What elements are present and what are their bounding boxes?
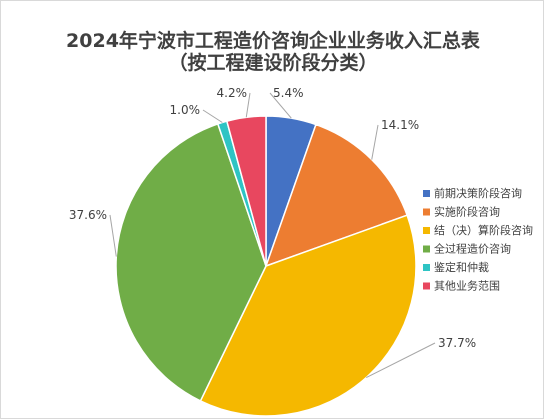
leader-line-4	[109, 214, 117, 257]
chart-subtitle: （按工程建设阶段分类）	[168, 51, 377, 74]
data-label-5: 1.0%	[170, 103, 201, 117]
legend-swatch-6	[423, 282, 430, 290]
legend-swatch-4	[423, 245, 430, 253]
pie-slice-6	[225, 115, 267, 267]
leader-line-3	[366, 342, 436, 379]
legend-swatch-5	[423, 264, 430, 271]
legend: 前期决策阶段咨询实施阶段咨询结（决）算阶段咨询全过程造价咨询鉴定和仲裁其他业务范…	[423, 186, 533, 293]
legend-label-5: 鉴定和仲裁	[434, 260, 489, 274]
leader-line-5	[202, 109, 223, 123]
leader-line-6	[245, 92, 251, 118]
data-label-4: 37.6%	[69, 208, 107, 222]
legend-swatch-3	[423, 227, 430, 234]
chart-title: 2024年宁波市工程造价咨询企业业务收入汇总表	[66, 29, 481, 52]
data-label-2: 14.1%	[381, 118, 419, 132]
data-label-1: 5.4%	[273, 86, 304, 100]
legend-label-6: 其他业务范围	[434, 279, 500, 293]
data-label-6: 4.2%	[217, 86, 248, 100]
legend-label-1: 前期决策阶段咨询	[434, 186, 522, 200]
leader-line-1	[269, 92, 292, 119]
pie-slice-3	[199, 214, 417, 417]
legend-swatch-2	[423, 208, 430, 216]
leader-line-2	[371, 124, 379, 160]
data-label-3: 37.7%	[438, 336, 476, 350]
pie-slice-4	[115, 122, 267, 402]
legend-label-3: 结（决）算阶段咨询	[434, 223, 533, 237]
legend-label-2: 实施阶段咨询	[434, 205, 500, 219]
legend-swatch-1	[423, 190, 430, 197]
legend-label-4: 全过程造价咨询	[434, 242, 511, 256]
